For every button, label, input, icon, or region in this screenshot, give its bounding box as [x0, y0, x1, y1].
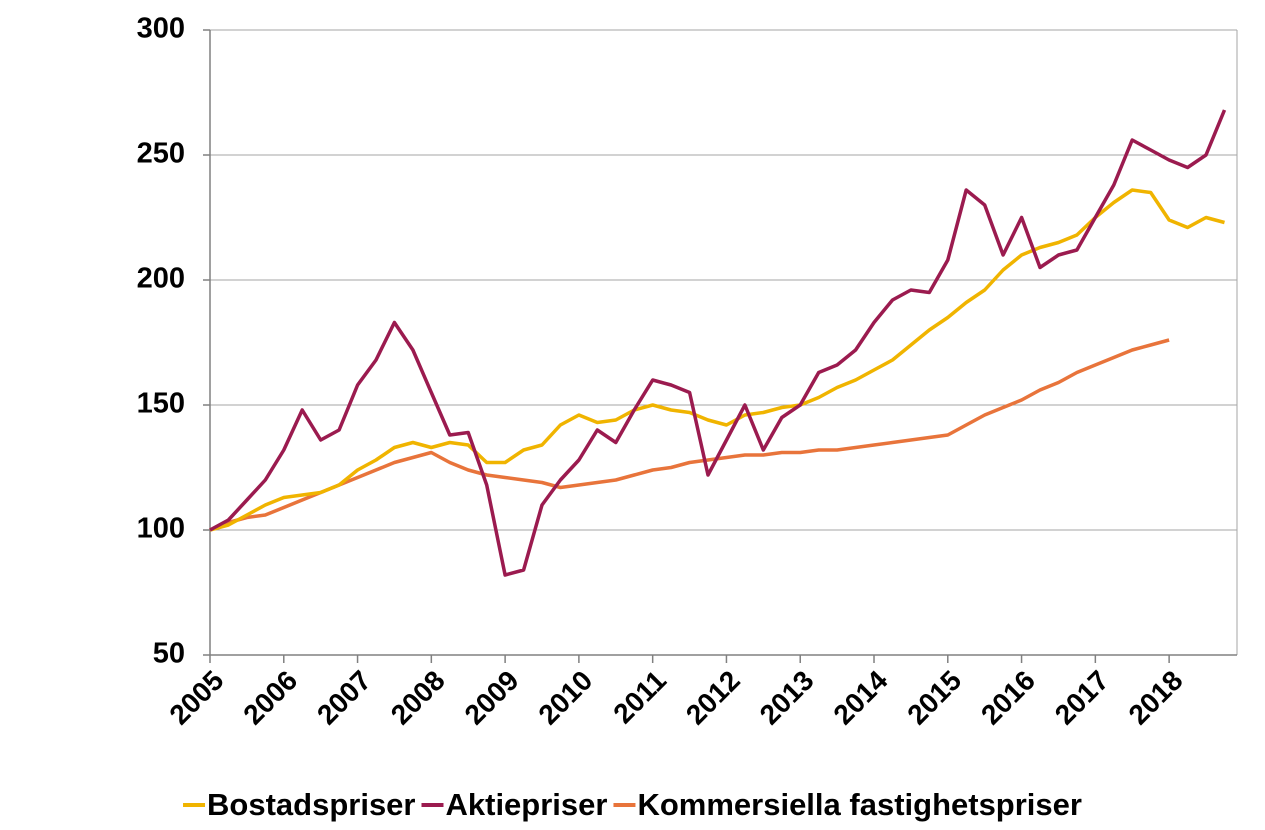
- legend-label: Aktiepriser: [445, 787, 607, 822]
- x-tick-label: 2012: [680, 665, 746, 731]
- x-tick-label: 2016: [975, 665, 1041, 731]
- y-tick-label: 300: [137, 13, 185, 45]
- x-tick-label: 2014: [828, 664, 894, 730]
- x-tick-label: 2018: [1123, 665, 1189, 731]
- legend-label: Kommersiella fastighetspriser: [637, 787, 1082, 822]
- y-tick-label: 100: [137, 513, 185, 545]
- y-tick-label: 50: [153, 638, 185, 670]
- x-tick-label: 2011: [607, 665, 672, 730]
- x-tick-label: 2007: [311, 665, 377, 731]
- x-tick-label: 2005: [163, 665, 229, 731]
- x-tick-label: 2010: [532, 665, 598, 731]
- y-tick-label: 250: [137, 138, 185, 170]
- y-tick-label: 200: [137, 263, 185, 295]
- x-tick-label: 2009: [459, 665, 525, 731]
- legend: Bostadspriser Aktiepriser Kommersiella fas…: [183, 787, 1082, 822]
- x-tick-label: 2008: [385, 665, 451, 731]
- series-line: [209, 188, 1225, 532]
- x-tick-label: 2013: [754, 665, 820, 731]
- series-line: [209, 109, 1227, 577]
- x-tick-label: 2006: [237, 665, 303, 731]
- x-tick-label: 2015: [901, 665, 967, 731]
- series-line: [209, 338, 1170, 532]
- y-tick-label: 150: [137, 388, 185, 420]
- legend-label: Bostadspriser: [207, 787, 415, 822]
- x-tick-label: 2017: [1049, 665, 1115, 731]
